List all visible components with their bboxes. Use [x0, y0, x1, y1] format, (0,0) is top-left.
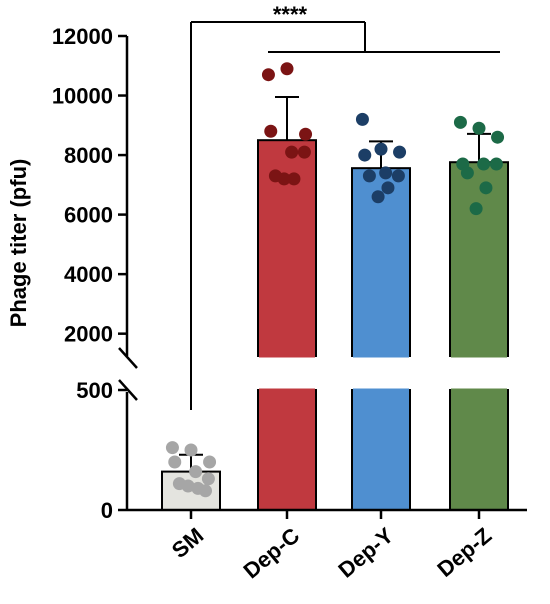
data-point	[199, 484, 212, 498]
data-point	[277, 172, 291, 186]
y-axis-label: Phage titer (pfu)	[6, 159, 31, 328]
data-point	[203, 455, 217, 469]
data-point	[491, 130, 505, 144]
x-tick-label: SM	[167, 523, 208, 563]
y-tick-label: 0	[101, 498, 113, 523]
y-tick-label: 500	[76, 378, 113, 403]
data-point	[362, 169, 376, 183]
bars	[161, 139, 509, 512]
x-tick-label: Dep-Y	[333, 522, 398, 582]
data-point	[285, 145, 299, 159]
data-point	[477, 157, 491, 171]
y-tick-label: 6000	[64, 203, 113, 228]
y-axis: 0 500 2000 4000 6000 8000 10000 12000	[52, 24, 527, 523]
data-point	[165, 441, 179, 455]
data-point	[264, 124, 278, 138]
significance-bracket: ****	[190, 2, 500, 410]
data-point	[393, 145, 407, 159]
data-point	[469, 202, 483, 216]
x-tick-label: Dep-Z	[432, 523, 496, 582]
data-points	[165, 62, 505, 498]
data-point	[261, 68, 275, 82]
data-point	[297, 145, 311, 159]
data-point	[184, 443, 198, 457]
error-bars	[179, 96, 491, 472]
axis-break-mark	[118, 379, 138, 401]
data-point	[355, 112, 369, 126]
data-point	[381, 181, 395, 195]
bar-lower-dep-y	[351, 389, 411, 511]
data-point	[201, 472, 215, 486]
x-tick-label: Dep-C	[239, 523, 305, 584]
significance-label: ****	[273, 2, 308, 27]
y-tick-label: 4000	[64, 262, 113, 287]
data-point	[280, 62, 294, 76]
data-point	[189, 465, 203, 479]
data-point	[489, 157, 503, 171]
data-point	[358, 148, 372, 162]
y-tick-label: 12000	[52, 24, 113, 49]
data-point	[379, 166, 393, 180]
y-tick-label: 8000	[64, 143, 113, 168]
data-point	[460, 166, 474, 180]
bar-upper-dep-z	[449, 161, 509, 357]
y-tick-label: 10000	[52, 84, 113, 109]
data-point	[374, 142, 388, 156]
y-tick-label: 2000	[64, 322, 113, 347]
data-point	[453, 115, 467, 129]
data-point	[371, 190, 385, 204]
bar-upper-dep-c	[257, 139, 317, 357]
data-point	[287, 172, 301, 186]
x-axis-labels: SM Dep-C Dep-Y Dep-Z	[167, 522, 496, 583]
data-point	[479, 181, 493, 195]
data-point	[168, 455, 182, 469]
axis-break-mark	[118, 347, 138, 369]
bar-lower-dep-c	[257, 389, 317, 511]
data-point	[299, 127, 313, 141]
data-point	[391, 169, 405, 183]
data-point	[472, 121, 486, 135]
bar-lower-dep-z	[449, 389, 509, 511]
data-point	[181, 479, 195, 493]
